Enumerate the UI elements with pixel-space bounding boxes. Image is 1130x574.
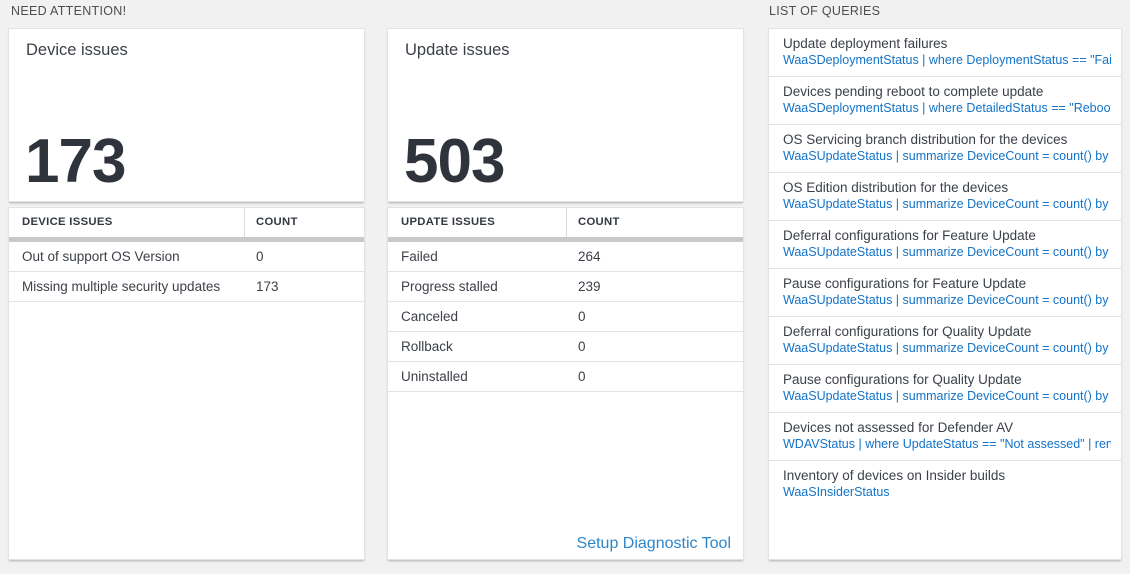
row-count: 0 — [256, 249, 264, 264]
query-title: Inventory of devices on Insider builds — [783, 468, 1006, 483]
query-item[interactable]: Pause configurations for Quality Update … — [769, 365, 1121, 413]
query-text: WaaSInsiderStatus — [783, 485, 890, 499]
row-count: 0 — [578, 309, 586, 324]
update-issues-tile[interactable]: Update issues 503 — [387, 28, 744, 202]
query-item[interactable]: OS Servicing branch distribution for the… — [769, 125, 1121, 173]
device-issues-title: Device issues — [26, 41, 128, 59]
table-header-bar — [9, 237, 364, 242]
query-text: WaaSUpdateStatus | summarize DeviceCount… — [783, 341, 1111, 355]
query-item[interactable]: Inventory of devices on Insider builds W… — [769, 461, 1121, 508]
update-issues-header-count: COUNT — [578, 216, 620, 228]
query-text: WaaSUpdateStatus | summarize DeviceCount… — [783, 197, 1111, 211]
query-item[interactable]: Deferral configurations for Feature Upda… — [769, 221, 1121, 269]
table-row[interactable]: Failed 264 — [388, 242, 743, 272]
table-row[interactable]: Missing multiple security updates 173 — [9, 272, 364, 302]
table-row[interactable]: Progress stalled 239 — [388, 272, 743, 302]
table-row[interactable]: Out of support OS Version 0 — [9, 242, 364, 272]
query-title: Pause configurations for Quality Update — [783, 372, 1022, 387]
table-row[interactable]: Rollback 0 — [388, 332, 743, 362]
list-of-queries-heading: LIST OF QUERIES — [769, 4, 881, 18]
query-text: WaaSDeploymentStatus | where DeploymentS… — [783, 53, 1111, 67]
query-title: OS Edition distribution for the devices — [783, 180, 1009, 195]
row-label: Missing multiple security updates — [22, 279, 221, 294]
row-label: Failed — [401, 249, 438, 264]
query-title: Deferral configurations for Feature Upda… — [783, 228, 1036, 243]
row-label: Rollback — [401, 339, 453, 354]
row-count: 0 — [578, 339, 586, 354]
device-issues-header-label: DEVICE ISSUES — [22, 216, 113, 228]
device-issues-table-header: DEVICE ISSUES COUNT — [9, 208, 364, 237]
row-count: 173 — [256, 279, 279, 294]
device-issues-header-count: COUNT — [256, 216, 298, 228]
query-item[interactable]: Devices not assessed for Defender AV WDA… — [769, 413, 1121, 461]
query-text: WDAVStatus | where UpdateStatus == "Not … — [783, 437, 1111, 451]
update-issues-table-header: UPDATE ISSUES COUNT — [388, 208, 743, 237]
query-text: WaaSUpdateStatus | summarize DeviceCount… — [783, 149, 1111, 163]
device-issues-tile[interactable]: Device issues 173 — [8, 28, 365, 202]
query-text: WaaSUpdateStatus | summarize DeviceCount… — [783, 389, 1111, 403]
query-title: Pause configurations for Feature Update — [783, 276, 1027, 291]
device-issues-table: DEVICE ISSUES COUNT Out of support OS Ve… — [8, 207, 365, 560]
row-label: Uninstalled — [401, 369, 468, 384]
need-attention-heading: NEED ATTENTION! — [11, 4, 127, 18]
query-item[interactable]: Devices pending reboot to complete updat… — [769, 77, 1121, 125]
query-text: WaaSUpdateStatus | summarize DeviceCount… — [783, 293, 1111, 307]
query-title: Deferral configurations for Quality Upda… — [783, 324, 1032, 339]
row-label: Progress stalled — [401, 279, 498, 294]
column-divider — [244, 208, 245, 237]
update-issues-header-label: UPDATE ISSUES — [401, 216, 496, 228]
column-divider — [566, 208, 567, 237]
query-title: Devices not assessed for Defender AV — [783, 420, 1014, 435]
table-header-bar — [388, 237, 743, 242]
query-title: Devices pending reboot to complete updat… — [783, 84, 1044, 99]
update-issues-count: 503 — [404, 127, 505, 196]
row-count: 239 — [578, 279, 601, 294]
query-item[interactable]: Update deployment failures WaaSDeploymen… — [769, 29, 1121, 77]
query-item[interactable]: Pause configurations for Feature Update … — [769, 269, 1121, 317]
row-count: 0 — [578, 369, 586, 384]
row-label: Canceled — [401, 309, 459, 324]
query-text: WaaSUpdateStatus | summarize DeviceCount… — [783, 245, 1111, 259]
table-row[interactable]: Uninstalled 0 — [388, 362, 743, 392]
update-issues-table: UPDATE ISSUES COUNT Failed 264 Progress … — [387, 207, 744, 560]
row-label: Out of support OS Version — [22, 249, 180, 264]
query-title: Update deployment failures — [783, 36, 948, 51]
row-count: 264 — [578, 249, 601, 264]
query-item[interactable]: Deferral configurations for Quality Upda… — [769, 317, 1121, 365]
device-issues-count: 173 — [25, 127, 126, 196]
query-title: OS Servicing branch distribution for the… — [783, 132, 1068, 147]
update-issues-title: Update issues — [405, 41, 510, 59]
query-item[interactable]: OS Edition distribution for the devices … — [769, 173, 1121, 221]
table-row[interactable]: Canceled 0 — [388, 302, 743, 332]
query-text: WaaSDeploymentStatus | where DetailedSta… — [783, 101, 1111, 115]
queries-panel: Update deployment failures WaaSDeploymen… — [768, 28, 1122, 560]
setup-diagnostic-tool-link[interactable]: Setup Diagnostic Tool — [576, 535, 731, 552]
